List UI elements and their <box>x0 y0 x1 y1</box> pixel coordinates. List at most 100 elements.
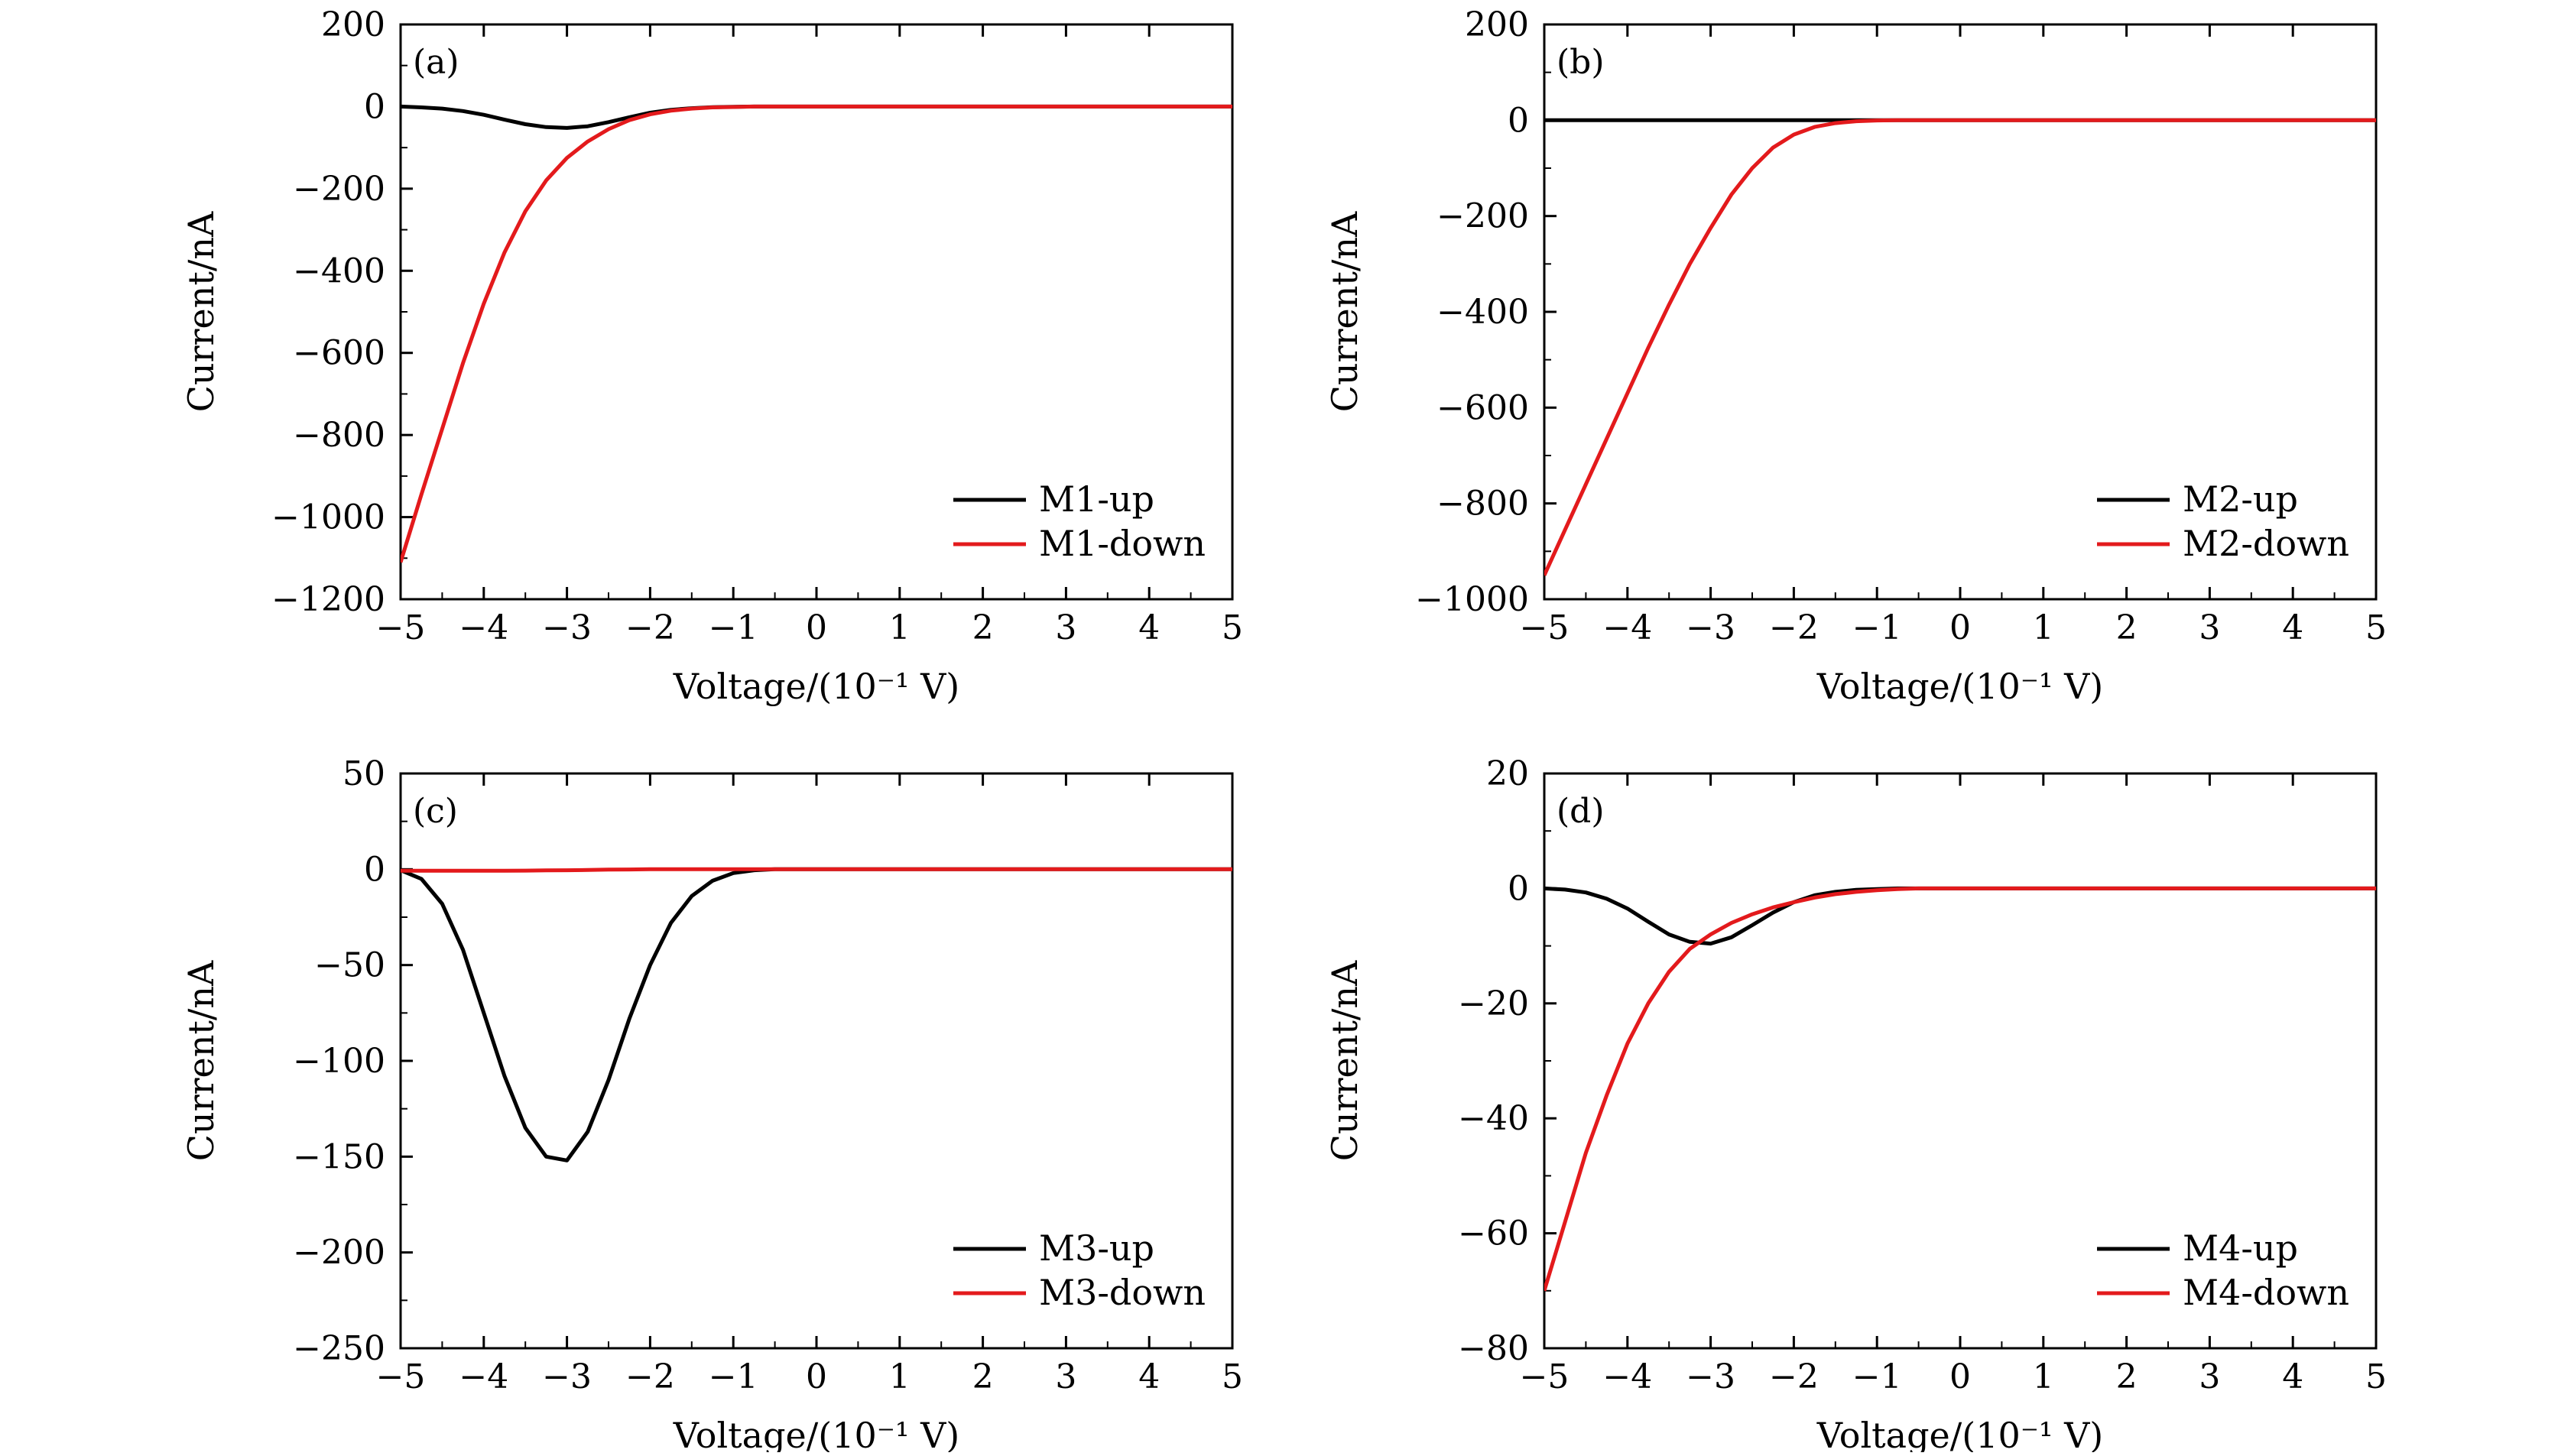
x-tick-label: −1 <box>709 1357 758 1396</box>
x-tick-label: −4 <box>459 608 508 647</box>
panel-label: (b) <box>1557 43 1605 82</box>
x-tick-label: −5 <box>376 608 426 647</box>
y-tick-label: 200 <box>1465 5 1529 44</box>
x-tick-label: 5 <box>1222 1357 1243 1396</box>
y-tick-label: −200 <box>1436 197 1529 236</box>
x-tick-label: 5 <box>2365 608 2387 647</box>
y-tick-label: 20 <box>1486 754 1529 793</box>
panel-c: −5 −4 −3 −2 −1 0 1 2 3 4 5 −250 −200 −150 −100 −50 0 50 Vo… <box>180 754 1243 1456</box>
series-line-m3-up <box>401 867 1232 1163</box>
x-tick-label: 3 <box>2199 608 2220 647</box>
x-tick-label: −1 <box>1852 1357 1902 1396</box>
y-tick-label: 0 <box>1508 869 1529 908</box>
x-axis-title: Voltage/(10⁻¹ V) <box>673 666 959 707</box>
series-line-m4-up <box>1544 886 2376 946</box>
y-tick-label: −600 <box>1436 388 1529 427</box>
x-tick-label: 4 <box>2282 1357 2303 1396</box>
x-axis-title: Voltage/(10⁻¹ V) <box>1816 666 2103 707</box>
x-tick-label: −1 <box>709 608 758 647</box>
x-tick-label: −4 <box>1602 608 1652 647</box>
y-axis-title: Current/nA <box>180 960 222 1161</box>
x-tick-label: 3 <box>1055 1357 1076 1396</box>
x-tick-label: −2 <box>625 1357 675 1396</box>
y-tick-label: 50 <box>342 754 385 793</box>
x-tick-label: −3 <box>1686 1357 1735 1396</box>
x-tick-label: −5 <box>1520 1357 1570 1396</box>
y-axis-title: Current/nA <box>180 211 222 412</box>
legend-label: M4-up <box>2183 1227 2298 1269</box>
series-line-m1-up <box>401 104 1232 130</box>
y-tick-label: 0 <box>364 87 385 126</box>
x-tick-label: −3 <box>542 608 592 647</box>
x-tick-label: −4 <box>459 1357 508 1396</box>
x-tick-label: −2 <box>625 608 675 647</box>
x-tick-label: 1 <box>2033 1357 2054 1396</box>
x-tick-label: 3 <box>2199 1357 2220 1396</box>
y-tick-label: −80 <box>1458 1329 1529 1368</box>
y-tick-label: −40 <box>1458 1099 1529 1138</box>
x-tick-label: 4 <box>1138 1357 1160 1396</box>
y-axis-title: Current/nA <box>1324 960 1365 1161</box>
y-tick-label: −200 <box>293 170 385 209</box>
x-tick-label: 2 <box>2116 608 2138 647</box>
legend-label: M1-up <box>1039 478 1154 520</box>
series-line-m4-down <box>1544 886 2376 1292</box>
y-tick-label: 0 <box>364 850 385 889</box>
x-tick-label: −5 <box>1520 608 1570 647</box>
legend-label: M2-down <box>2183 523 2349 564</box>
y-tick-label: −600 <box>293 334 385 373</box>
panel-d: −5 −4 −3 −2 −1 0 1 2 3 4 5 −80 −60 −40 −20 0 20 Voltage/(… <box>1324 754 2387 1456</box>
x-tick-label: −2 <box>1769 1357 1819 1396</box>
x-axis-title: Voltage/(10⁻¹ V) <box>673 1415 959 1452</box>
x-tick-label: 2 <box>972 1357 994 1396</box>
x-tick-label: −2 <box>1769 608 1819 647</box>
x-tick-label: 0 <box>1949 1357 1971 1396</box>
x-tick-label: 1 <box>889 1357 911 1396</box>
x-tick-label: 5 <box>1222 608 1243 647</box>
x-tick-label: −5 <box>376 1357 426 1396</box>
y-tick-label: −1200 <box>271 580 385 619</box>
legend-label: M3-up <box>1039 1227 1154 1269</box>
legend-label: M1-down <box>1039 523 1206 564</box>
y-tick-label: −150 <box>293 1137 385 1176</box>
x-tick-label: 0 <box>806 608 827 647</box>
y-tick-label: −20 <box>1458 984 1529 1023</box>
legend-label: M2-up <box>2183 478 2298 520</box>
y-axis-title: Current/nA <box>1324 211 1365 412</box>
x-tick-label: 3 <box>1055 608 1076 647</box>
x-tick-label: 4 <box>1138 608 1160 647</box>
x-tick-label: 1 <box>889 608 911 647</box>
y-tick-label: −400 <box>293 251 385 290</box>
x-tick-label: 1 <box>2033 608 2054 647</box>
y-tick-label: −100 <box>293 1042 385 1081</box>
series-line-m3-down <box>401 867 1232 873</box>
y-tick-label: −800 <box>293 416 385 455</box>
x-tick-label: 4 <box>2282 608 2303 647</box>
panel-label: (a) <box>413 43 459 82</box>
x-tick-label: −4 <box>1602 1357 1652 1396</box>
legend-label: M3-down <box>1039 1272 1206 1313</box>
y-tick-label: −1000 <box>271 498 385 537</box>
y-tick-label: −50 <box>314 946 385 985</box>
series-line-m1-down <box>401 104 1232 563</box>
panel-label: (d) <box>1557 792 1605 831</box>
y-tick-label: 0 <box>1508 101 1529 140</box>
y-tick-label: −400 <box>1436 293 1529 332</box>
x-tick-label: 5 <box>2365 1357 2387 1396</box>
legend-label: M4-down <box>2183 1272 2349 1313</box>
y-tick-label: 200 <box>321 5 385 44</box>
x-tick-label: 2 <box>972 608 994 647</box>
x-tick-label: 2 <box>2116 1357 2138 1396</box>
y-tick-label: −60 <box>1458 1214 1529 1253</box>
panel-b: −5 −4 −3 −2 −1 0 1 2 3 4 5 −1000 −800 −600 −400 −200 0 20… <box>1324 5 2387 707</box>
x-tick-label: −1 <box>1852 608 1902 647</box>
series-line-m2-down <box>1544 118 2376 576</box>
x-tick-label: 0 <box>1949 608 1971 647</box>
x-tick-label: −3 <box>1686 608 1735 647</box>
x-tick-label: −3 <box>542 1357 592 1396</box>
x-axis-title: Voltage/(10⁻¹ V) <box>1816 1415 2103 1452</box>
y-tick-label: −200 <box>293 1234 385 1273</box>
y-tick-label: −1000 <box>1415 580 1529 619</box>
